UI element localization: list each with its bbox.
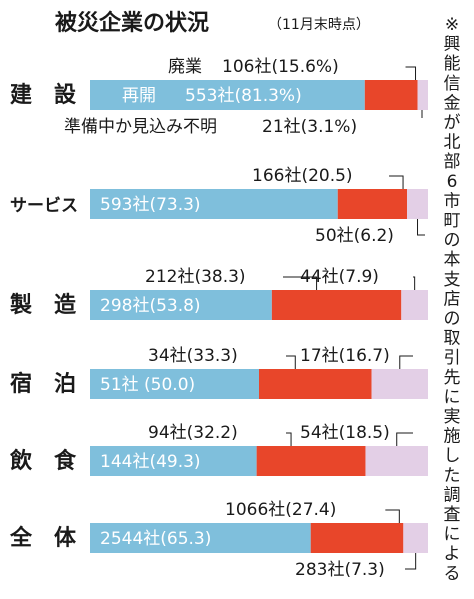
- category-label: サービス: [10, 196, 78, 216]
- bar-reopen: [90, 189, 338, 219]
- data-label-closed: 1066社(27.4): [225, 500, 336, 520]
- category-label: 宿 泊: [10, 371, 76, 397]
- data-label-closed: 106社(15.6%): [222, 57, 339, 77]
- leader-line: [286, 432, 292, 446]
- leader-line: [413, 276, 416, 290]
- bar-reopen: [90, 290, 272, 320]
- bar-unknown: [417, 80, 428, 110]
- category-label: 製 造: [9, 292, 76, 318]
- bar-reopen: [90, 446, 257, 476]
- data-label-reopen: 144社(49.3): [100, 452, 201, 472]
- bar-unknown: [371, 369, 428, 399]
- data-label-unknown: 21社(3.1%): [262, 117, 357, 137]
- data-label-reopen: 51社 (50.0): [100, 375, 195, 395]
- leader-line: [283, 276, 318, 290]
- leader-line: [405, 553, 417, 570]
- data-label-unknown: 44社(7.9): [300, 267, 379, 287]
- chart-title: 被災企業の状況: [55, 10, 209, 36]
- category-label: 全 体: [9, 525, 77, 551]
- leader-line: [286, 355, 296, 369]
- bar-closed: [271, 290, 402, 320]
- legend-label-reopen: 再開: [122, 86, 156, 106]
- bar-unknown: [407, 189, 428, 219]
- data-label-unknown: 54社(18.5): [300, 423, 390, 443]
- bar-unknown: [365, 446, 428, 476]
- data-label-unknown: 283社(7.3): [295, 560, 385, 580]
- source-note: ※興能信金が北部 6 市町の本支店の取引先に実施した調査による: [444, 15, 461, 584]
- bar-closed: [337, 189, 408, 219]
- data-label-reopen: 2544社(65.3): [100, 529, 211, 549]
- bar-closed: [310, 523, 404, 553]
- chart-marks: 建 設 再開 553社(81.3%) 廃業 106社(15.6%) 準備中か見込み不明 21…: [9, 57, 428, 580]
- leader-line: [417, 219, 425, 236]
- leader-line: [385, 509, 400, 523]
- category-label: 建 設: [10, 82, 77, 108]
- leader-line: [396, 432, 413, 446]
- data-label-reopen: 553社(81.3%): [185, 86, 302, 106]
- bar-reopen: [90, 523, 311, 553]
- data-label-closed: 94社(32.2): [148, 423, 238, 443]
- bar-reopen: [90, 80, 365, 110]
- chart-subtitle: （11月末時点）: [268, 17, 370, 33]
- bar-closed: [259, 369, 372, 399]
- data-label-reopen: 593社(73.3): [100, 195, 201, 215]
- legend-label-unknown: 準備中か見込み不明: [64, 117, 217, 137]
- data-label-unknown: 17社(16.7): [300, 346, 390, 366]
- bar-closed: [256, 446, 366, 476]
- leader-line: [399, 355, 413, 369]
- legend-label-closed: 廃業: [168, 57, 202, 77]
- data-label-closed: 212社(38.3): [145, 267, 246, 287]
- data-label-closed: 166社(20.5): [252, 166, 353, 186]
- data-label-unknown: 50社(6.2): [315, 226, 394, 246]
- leader-line: [389, 175, 404, 189]
- bar-unknown: [403, 523, 428, 553]
- data-label-closed: 34社(33.3): [148, 346, 238, 366]
- category-label: 飲 食: [9, 448, 77, 474]
- bar-unknown: [401, 290, 428, 320]
- leader-line: [405, 66, 417, 80]
- data-label-reopen: 298社(53.8): [100, 296, 201, 316]
- bar-closed: [364, 80, 418, 110]
- bar-reopen: [90, 369, 259, 399]
